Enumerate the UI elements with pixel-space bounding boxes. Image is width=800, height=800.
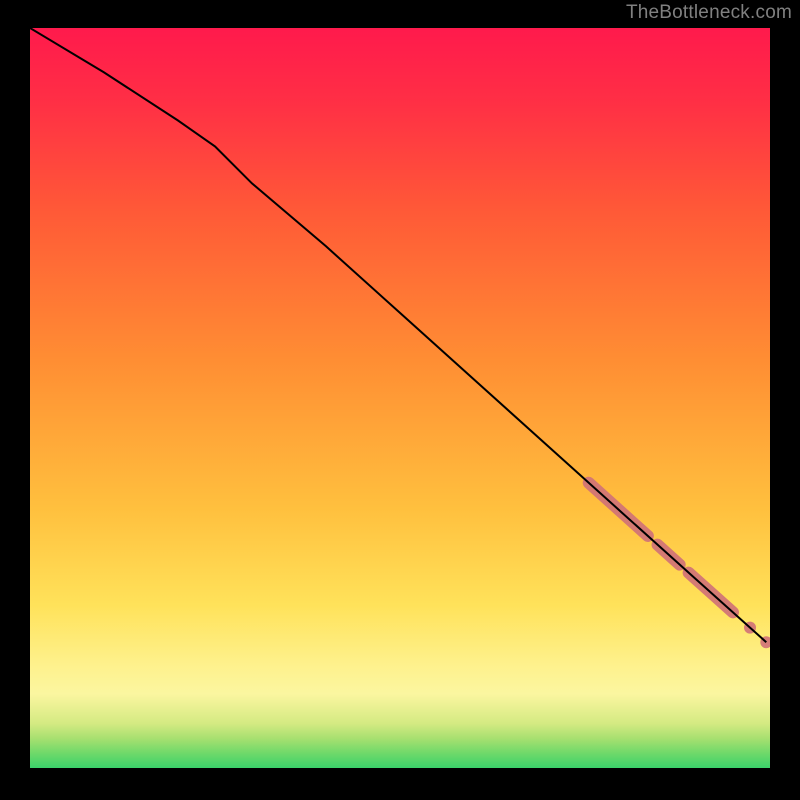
chart-frame: TheBottleneck.com [0, 0, 800, 800]
watermark-text: TheBottleneck.com [626, 2, 792, 24]
plot-svg [30, 28, 770, 768]
plot-area [30, 28, 770, 768]
